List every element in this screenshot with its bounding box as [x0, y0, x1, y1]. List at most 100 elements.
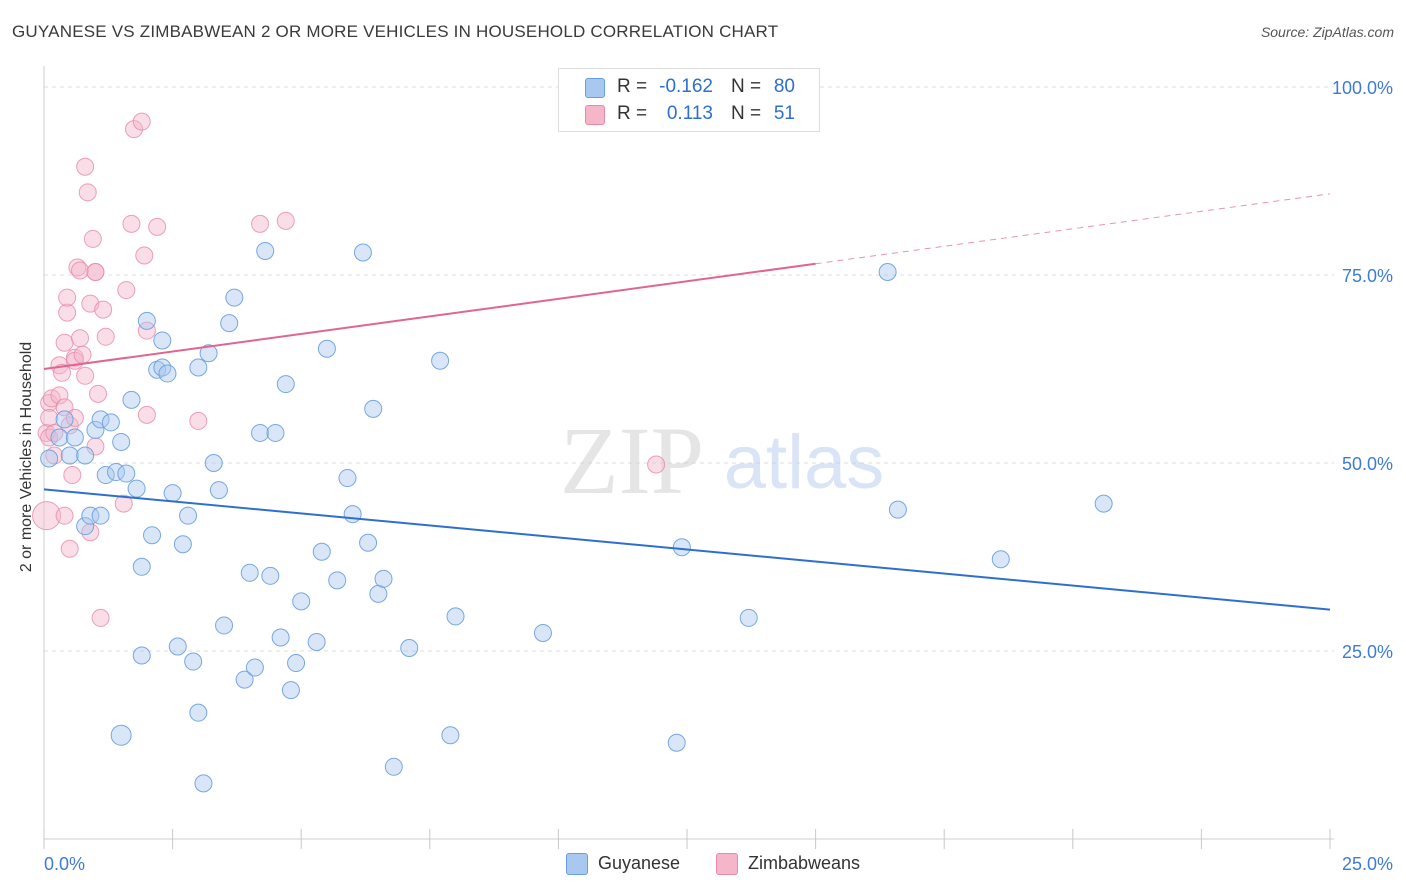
guyanese-point [194, 774, 213, 793]
zimbabwean-point [132, 112, 151, 131]
guyanese-point [76, 517, 95, 536]
zimbabwean-point [32, 501, 62, 531]
guyanese-point [204, 454, 223, 473]
zimbabwean-point [189, 411, 208, 430]
zimbabwean-point [58, 288, 77, 307]
guyanese-point [143, 526, 162, 545]
guyanese-point [117, 464, 136, 483]
zimbabwean-point [122, 214, 141, 233]
zimbabwean-trend-line [43, 262, 816, 371]
guyanese-trend-line [43, 488, 1331, 611]
zimbabwean-point [89, 384, 108, 403]
guyanese-point [158, 364, 177, 383]
zimbabwean-point [58, 303, 77, 322]
zimbabwean-point [78, 183, 97, 202]
zimbabwean-point [114, 494, 133, 513]
guyanese-point [137, 311, 156, 330]
watermark: ZIP atlas [560, 407, 884, 514]
y-tick-label: 75.0% [1342, 266, 1393, 286]
zimbabwean-point [135, 246, 154, 265]
guyanese-point [338, 469, 357, 488]
zimbabwean-point [53, 363, 72, 382]
x-tick-label: 25.0% [1342, 854, 1393, 874]
guyanese-point [256, 241, 275, 260]
zimbabwean-point [647, 455, 666, 474]
guyanese-point [209, 481, 228, 500]
zimbabwean-swatch [585, 105, 605, 125]
guyanese-point [343, 505, 362, 524]
zimbabwean-point [60, 539, 79, 558]
guyanese-point [739, 608, 758, 627]
axes [43, 66, 1334, 849]
guyanese-point [55, 410, 74, 429]
guyanese-point [122, 390, 141, 409]
guyanese-point [50, 428, 69, 447]
zimbabwean-point [45, 446, 64, 465]
y-tick-label: 100.0% [1332, 78, 1393, 98]
guyanese-point [153, 331, 172, 350]
correlation-legend: R = -0.162 N = 80 R = 0.113 N = 51 [558, 68, 820, 132]
zimbabwean-point [86, 263, 105, 282]
guyanese-point [127, 479, 146, 498]
trend-lines [43, 193, 1331, 611]
guyanese-point [184, 652, 203, 671]
zimbabwean-point [96, 327, 115, 346]
zimbabwean-point [137, 405, 156, 424]
guyanese-point [76, 446, 95, 465]
guyanese-point [153, 358, 172, 377]
guyanese-point [667, 733, 686, 752]
zimbabwean-points [32, 112, 666, 627]
guyanese-point [189, 358, 208, 377]
y-axis-label: 2 or more Vehicles in Household [18, 341, 35, 573]
zimbabwean-point [73, 345, 92, 364]
guyanese-point [446, 607, 465, 626]
guyanese-point [245, 658, 264, 677]
guyanese-point [533, 623, 552, 642]
guyanese-point [110, 724, 132, 746]
guyanese-point [91, 410, 110, 429]
zimbabwean-point [40, 408, 59, 427]
y-tick-label: 50.0% [1342, 454, 1393, 474]
legend-row-zimbabweans: R = 0.113 N = 51 [559, 101, 819, 127]
tick-labels: 25.0% 50.0% 75.0% 100.0% 0.0% 25.0% [44, 78, 1393, 874]
guyanese-point [271, 628, 290, 647]
n-label: N = [731, 76, 762, 97]
guyanese-point [261, 566, 280, 585]
zimbabwean-point [68, 258, 87, 277]
x-tick-label: 0.0% [44, 854, 85, 874]
y-tick-label: 25.0% [1342, 642, 1393, 662]
zimbabwean-point [137, 321, 156, 340]
guyanese-point [359, 533, 378, 552]
guyanese-point [364, 399, 383, 418]
guyanese-point [441, 726, 460, 745]
guyanese-point [132, 557, 151, 576]
r-label: R = [617, 103, 648, 124]
guyanese-point [81, 506, 100, 525]
guyanese-point [317, 339, 336, 358]
n-value: 51 [773, 103, 795, 124]
zimbabwean-point [91, 608, 110, 627]
guyanese-point [353, 243, 372, 262]
guyanese-swatch [585, 78, 605, 98]
guyanese-point [163, 484, 182, 503]
guyanese-point [65, 428, 84, 447]
guyanese-point [189, 703, 208, 722]
zimbabwean-point [251, 214, 270, 233]
r-value: 0.113 [666, 103, 713, 124]
guyanese-point [240, 563, 259, 582]
guyanese-point [400, 639, 419, 658]
chart-title: GUYANESE VS ZIMBABWEAN 2 OR MORE VEHICLE… [12, 22, 779, 41]
guyanese-point [281, 681, 300, 700]
zimbabwean-point [276, 211, 295, 230]
guyanese-label: Guyanese [598, 853, 681, 873]
zimbabwean-point [55, 333, 74, 352]
guyanese-point [132, 646, 151, 665]
guyanese-point [235, 670, 254, 689]
zimbabwean-point [94, 300, 113, 319]
guyanese-point [266, 423, 285, 442]
watermark-zip: ZIP [560, 407, 704, 514]
guyanese-point [991, 550, 1010, 569]
guyanese-point [672, 538, 691, 557]
guyanese-point [292, 592, 311, 611]
